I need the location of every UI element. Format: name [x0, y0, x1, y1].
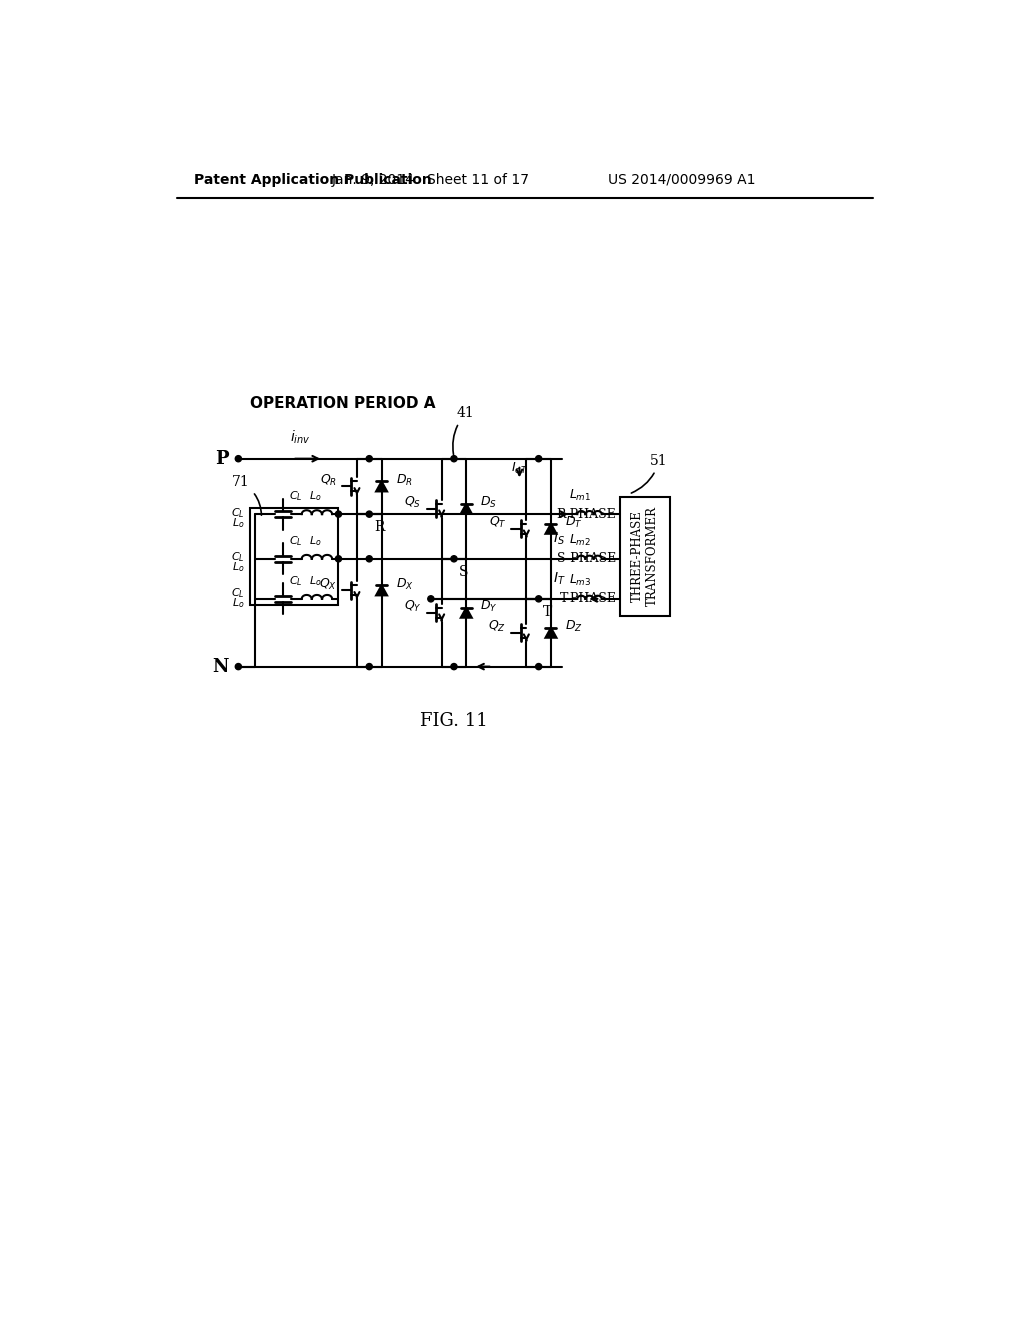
Polygon shape	[461, 504, 472, 513]
Circle shape	[451, 664, 457, 669]
Text: T: T	[544, 605, 553, 619]
Text: FIG. 11: FIG. 11	[420, 711, 487, 730]
Text: $L_o$: $L_o$	[309, 574, 322, 589]
Polygon shape	[461, 607, 472, 618]
Text: $D_S$: $D_S$	[480, 495, 498, 511]
Text: THREE-PHASE
TRANSFORMER: THREE-PHASE TRANSFORMER	[631, 507, 658, 606]
Text: $L_{m2}$: $L_{m2}$	[569, 533, 592, 548]
Text: $I_T$: $I_T$	[553, 570, 566, 587]
Circle shape	[536, 664, 542, 669]
Text: 41: 41	[453, 407, 475, 454]
Polygon shape	[376, 482, 387, 491]
Circle shape	[336, 511, 342, 517]
Text: $Q_Z$: $Q_Z$	[488, 619, 506, 635]
Circle shape	[451, 556, 457, 562]
Circle shape	[236, 664, 242, 669]
Text: $Q_T$: $Q_T$	[488, 515, 506, 531]
Text: $L_o$: $L_o$	[309, 535, 322, 548]
Circle shape	[367, 455, 373, 462]
Text: $L_o$: $L_o$	[231, 516, 245, 529]
Circle shape	[536, 455, 542, 462]
Text: $L_o$: $L_o$	[309, 490, 322, 503]
Circle shape	[428, 595, 434, 602]
Text: Jan. 9, 2014   Sheet 11 of 17: Jan. 9, 2014 Sheet 11 of 17	[332, 173, 529, 187]
Text: $D_X$: $D_X$	[395, 577, 414, 591]
Text: OPERATION PERIOD A: OPERATION PERIOD A	[250, 396, 435, 411]
Polygon shape	[546, 524, 556, 533]
Text: S: S	[459, 565, 468, 579]
Polygon shape	[546, 628, 556, 638]
Circle shape	[367, 556, 373, 562]
Circle shape	[451, 455, 457, 462]
Text: 71: 71	[232, 475, 261, 515]
Text: P: P	[215, 450, 228, 467]
Text: R: R	[374, 520, 384, 535]
Text: $L_o$: $L_o$	[231, 561, 245, 574]
Text: S-PHASE: S-PHASE	[557, 552, 616, 565]
Text: N: N	[212, 657, 228, 676]
Text: $L_o$: $L_o$	[231, 597, 245, 610]
Polygon shape	[376, 585, 387, 595]
Text: $C_L$: $C_L$	[230, 506, 245, 520]
Bar	[620, 498, 670, 615]
Circle shape	[336, 556, 342, 562]
Circle shape	[367, 511, 373, 517]
Text: $D_R$: $D_R$	[395, 473, 413, 488]
Text: $Q_R$: $Q_R$	[319, 473, 337, 488]
Circle shape	[536, 595, 542, 602]
Text: $C_L$: $C_L$	[230, 586, 245, 599]
Text: $i_{inv}$: $i_{inv}$	[290, 429, 310, 446]
Text: $L_{m3}$: $L_{m3}$	[569, 573, 592, 589]
Text: US 2014/0009969 A1: US 2014/0009969 A1	[608, 173, 756, 187]
Text: $Q_X$: $Q_X$	[318, 577, 337, 591]
Text: $C_L$: $C_L$	[289, 490, 303, 503]
Text: $I_S$: $I_S$	[553, 531, 565, 548]
Bar	[250, 508, 339, 605]
Circle shape	[236, 455, 242, 462]
Text: $L_{m1}$: $L_{m1}$	[569, 488, 592, 503]
Text: $C_L$: $C_L$	[230, 550, 245, 564]
Text: $C_L$: $C_L$	[289, 535, 303, 548]
Text: $Q_Y$: $Q_Y$	[403, 599, 422, 614]
Text: $C_L$: $C_L$	[289, 574, 303, 589]
Text: $Q_S$: $Q_S$	[404, 495, 422, 511]
Text: Patent Application Publication: Patent Application Publication	[194, 173, 431, 187]
Text: $D_Y$: $D_Y$	[480, 599, 498, 614]
Text: T-PHASE: T-PHASE	[559, 593, 616, 606]
Text: $I_{oT}$: $I_{oT}$	[511, 461, 528, 475]
Circle shape	[367, 664, 373, 669]
Text: 51: 51	[632, 454, 668, 494]
Text: $D_Z$: $D_Z$	[565, 619, 583, 635]
Text: $D_T$: $D_T$	[565, 515, 583, 531]
Text: R-PHASE: R-PHASE	[557, 508, 616, 520]
